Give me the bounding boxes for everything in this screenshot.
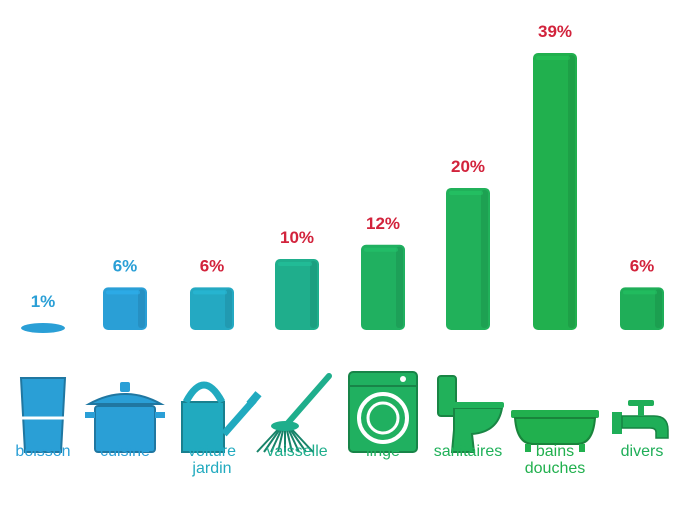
category-label: sanitaires [434, 443, 502, 460]
value-label: 39% [538, 22, 572, 41]
bar-shade [396, 246, 403, 328]
bar [361, 244, 405, 330]
category-label: boisson [15, 443, 70, 460]
bar [21, 323, 65, 333]
bathtub-icon [511, 410, 599, 452]
value-label: 10% [280, 228, 314, 247]
bar-highlight [193, 290, 227, 295]
bar [533, 53, 577, 330]
bar-highlight [278, 261, 312, 266]
value-label: 6% [113, 256, 138, 275]
value-label: 1% [31, 292, 56, 311]
category-label: bains [536, 443, 574, 460]
faucet-icon [612, 400, 669, 439]
category-label: vaisselle [266, 443, 327, 460]
bar-shade [568, 55, 575, 328]
bar-highlight [106, 290, 140, 295]
bar [190, 287, 234, 330]
washing-machine-icon [348, 371, 418, 453]
category-label: linge [366, 443, 400, 460]
category-label: divers [621, 443, 664, 460]
bar-group: 6% cuisine [85, 256, 165, 460]
bar [446, 187, 490, 330]
bar-group: 20% sanitaires [434, 157, 504, 460]
bar-highlight [449, 190, 483, 195]
bar-shade [310, 260, 317, 328]
value-label: 12% [366, 214, 400, 233]
bar [103, 287, 147, 330]
bar-shade [655, 289, 662, 328]
cooking-pot-icon [85, 382, 165, 453]
glass-icon [19, 377, 67, 453]
bar-highlight [536, 56, 570, 60]
bar [620, 287, 664, 330]
value-label: 6% [200, 256, 225, 275]
brush-icon [256, 373, 332, 453]
bar [275, 258, 319, 330]
category-label: voiture [188, 443, 236, 460]
bar-group: 12% linge [348, 214, 418, 460]
watering-can-icon [181, 381, 262, 453]
toilet-icon [437, 375, 504, 453]
bar-group: 10% vaisselle [256, 228, 332, 460]
bar-highlight [623, 290, 657, 295]
bar-shade [225, 289, 232, 328]
bar-group: 1% boisson [15, 292, 70, 460]
value-label: 20% [451, 157, 485, 176]
category-label: jardin [191, 460, 231, 477]
bar-highlight [364, 247, 398, 252]
bar-shade [138, 289, 145, 328]
bar-shade [481, 189, 488, 328]
category-label: douches [525, 460, 586, 477]
bar-group: 6% divers [612, 256, 669, 460]
category-label: cuisine [100, 443, 150, 460]
value-label: 6% [630, 256, 655, 275]
